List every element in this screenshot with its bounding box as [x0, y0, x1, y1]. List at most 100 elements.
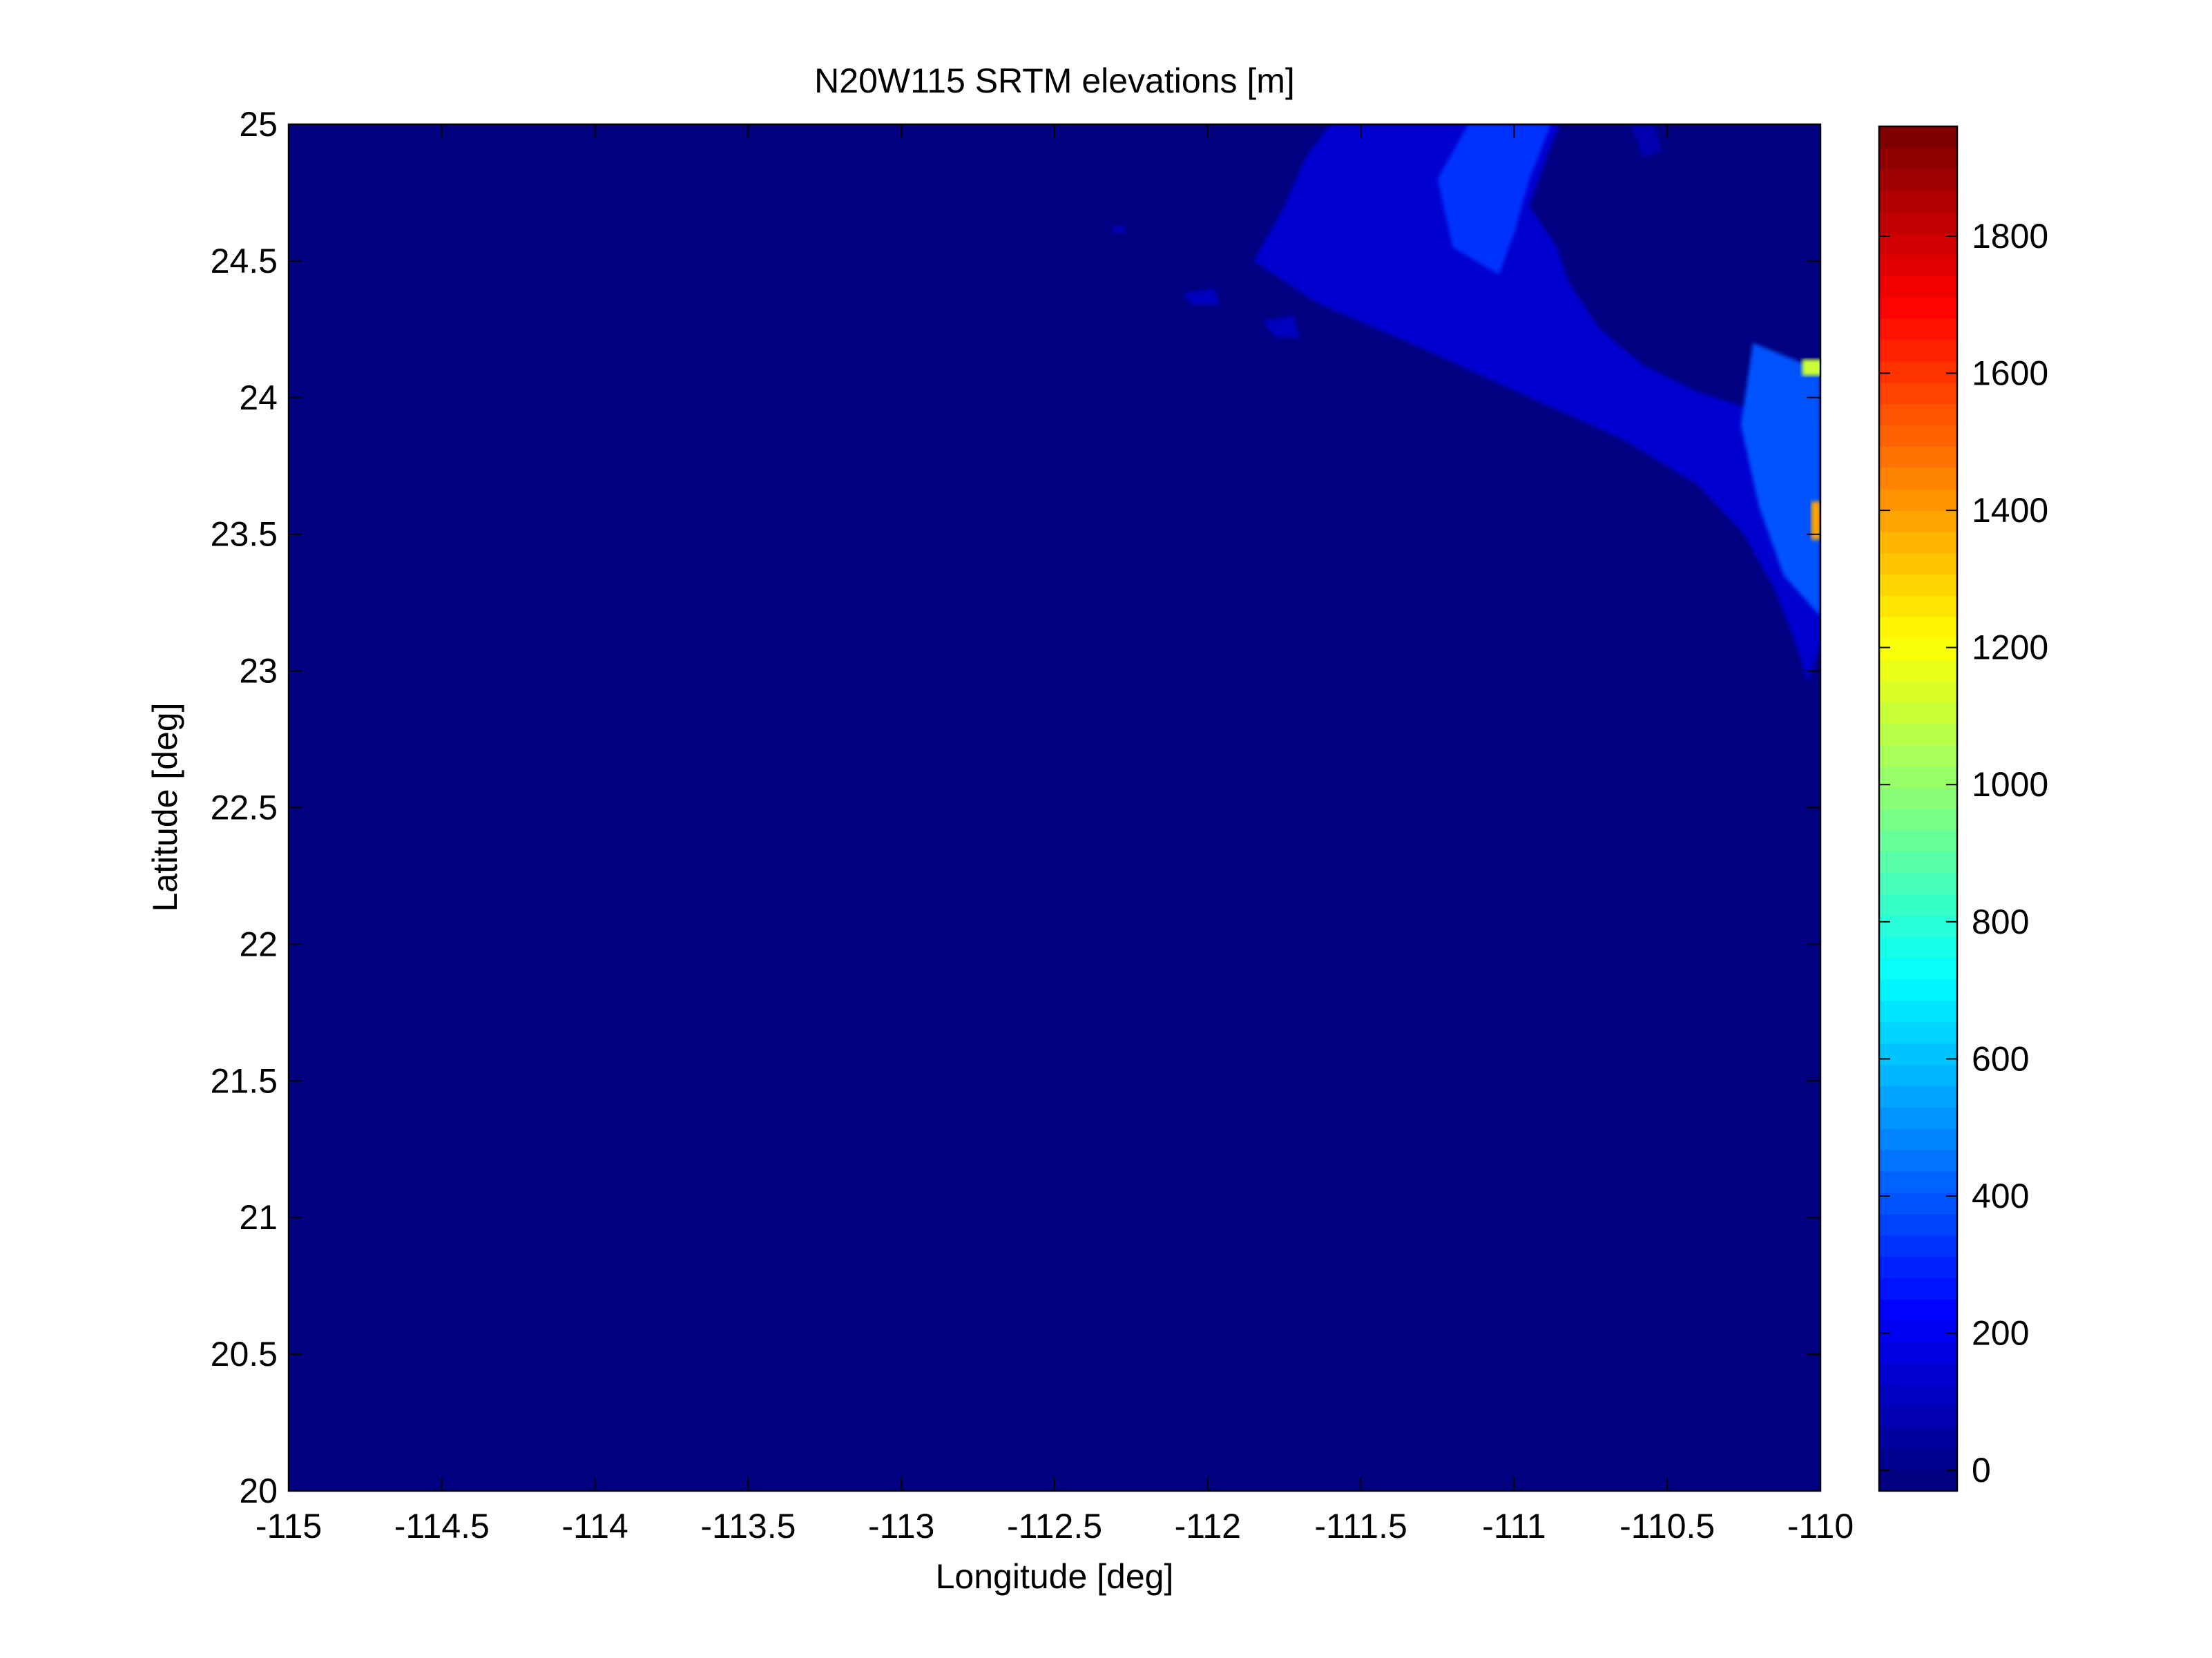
elevation-regions [1113, 124, 1820, 682]
x-axis-label: Longitude [deg] [936, 1557, 1174, 1596]
chart-title: N20W115 SRTM elevations [m] [814, 61, 1295, 100]
colorbar-segment [1879, 1362, 1957, 1385]
region-islet-3 [1113, 225, 1125, 234]
colorbar-segment [1879, 958, 1957, 980]
y-tick-label: 25 [239, 105, 278, 144]
colorbar-tick-label: 1000 [1972, 765, 2048, 804]
colorbar-segment [1879, 276, 1957, 298]
colorbar-tick-label: 1800 [1972, 217, 2048, 256]
colorbar-segment [1879, 1469, 1957, 1492]
x-tick-label: -111.5 [1314, 1507, 1407, 1545]
colorbar-segment [1879, 233, 1957, 256]
colorbar-segment [1879, 1299, 1957, 1321]
colorbar-segment [1879, 894, 1957, 916]
colorbar-segment [1879, 147, 1957, 170]
y-tick-label: 24 [239, 378, 278, 417]
x-tick-label: -114 [561, 1507, 628, 1545]
colorbar-segment [1879, 126, 1957, 148]
colorbar-segment [1879, 680, 1957, 703]
colorbar-segment [1879, 1384, 1957, 1407]
region-northern-high [1802, 359, 1820, 376]
y-axis-ticks: 20 20.5 21 21.5 22 22.5 23 23.5 24 24.5 25 [211, 105, 1820, 1510]
colorbar-segment [1879, 190, 1957, 213]
region-coast-highland [1437, 124, 1551, 275]
y-tick-label: 21.5 [211, 1061, 278, 1100]
y-axis-label: Latitude [deg] [146, 702, 184, 912]
y-tick-label: 21 [239, 1198, 278, 1237]
colorbar-segment [1879, 510, 1957, 532]
x-tick-label: -113.5 [700, 1507, 796, 1545]
colorbar-segment [1879, 382, 1957, 405]
y-tick-label: 22.5 [211, 789, 278, 827]
x-tick-label: -112 [1175, 1507, 1241, 1545]
colorbar-segment [1879, 979, 1957, 1001]
colorbar-segment [1879, 1021, 1957, 1044]
colorbar-segment [1879, 574, 1957, 597]
colorbar-segment [1879, 617, 1957, 639]
colorbar-segment [1879, 1043, 1957, 1066]
y-tick-label: 22 [239, 925, 278, 963]
colorbar-tick-label: 1400 [1972, 491, 2048, 530]
colorbar-segment [1879, 211, 1957, 234]
colorbar-segment [1879, 1192, 1957, 1215]
y-tick-label: 23.5 [211, 515, 278, 554]
x-tick-label: -112.5 [1007, 1507, 1102, 1545]
region-islet-1 [1183, 288, 1220, 305]
colorbar-segment [1879, 297, 1957, 319]
region-main-coast-land [1253, 124, 1820, 682]
colorbar-segment [1879, 254, 1957, 276]
colorbar-segment [1879, 936, 1957, 958]
colorbar-segment [1879, 723, 1957, 746]
y-tick-label: 24.5 [211, 242, 278, 280]
colorbar-segment [1879, 531, 1957, 554]
colorbar-segment [1879, 1235, 1957, 1257]
region-eastern-ridge [1740, 343, 1820, 617]
region-island-north [1631, 124, 1662, 157]
colorbar-tick-label: 800 [1972, 903, 2029, 941]
colorbar-segment [1879, 488, 1957, 511]
colorbar-segment [1879, 787, 1957, 809]
colorbar-segment [1879, 446, 1957, 468]
colorbar-tick-label: 1600 [1972, 354, 2048, 392]
colorbar [1879, 126, 1957, 1492]
colorbar-segment [1879, 659, 1957, 682]
colorbar-segment [1879, 1256, 1957, 1279]
colorbar-segment [1879, 1278, 1957, 1300]
colorbar-segment [1879, 1000, 1957, 1023]
colorbar-segment [1879, 809, 1957, 831]
colorbar-segment [1879, 1341, 1957, 1364]
colorbar-segment [1879, 1320, 1957, 1342]
colorbar-tick-label: 1200 [1972, 628, 2048, 667]
colorbar-tick-label: 0 [1972, 1451, 1991, 1490]
colorbar-segment [1879, 552, 1957, 575]
colorbar-segment [1879, 339, 1957, 362]
colorbar-segment [1879, 1448, 1957, 1470]
x-tick-label: -111 [1482, 1507, 1546, 1545]
colorbar-segment [1879, 1213, 1957, 1236]
colorbar-segment [1879, 425, 1957, 447]
y-tick-label: 20 [239, 1472, 278, 1510]
colorbar-segment [1879, 766, 1957, 788]
colorbar-segment [1879, 1086, 1957, 1108]
colorbar-segment [1879, 1128, 1957, 1150]
x-tick-label: -115 [256, 1507, 322, 1545]
y-tick-label: 23 [239, 652, 278, 691]
colorbar-tick-label: 600 [1972, 1039, 2029, 1078]
colorbar-tick-label: 200 [1972, 1314, 2029, 1353]
colorbar-segment [1879, 595, 1957, 617]
colorbar-segment [1879, 702, 1957, 724]
colorbar-segment [1879, 915, 1957, 938]
colorbar-segment [1879, 403, 1957, 426]
colorbar-segment [1879, 744, 1957, 767]
colorbar-segment [1879, 168, 1957, 191]
x-tick-label: -113 [868, 1507, 934, 1545]
colorbar-segment [1879, 872, 1957, 895]
region-islet-2 [1262, 316, 1300, 338]
y-tick-label: 20.5 [211, 1335, 278, 1373]
x-tick-label: -114.5 [394, 1507, 490, 1545]
colorbar-segment [1879, 360, 1957, 383]
x-axis-ticks: -115 -114.5 -114 -113.5 -113 -112.5 -112 -111.5… [256, 124, 1854, 1545]
x-tick-label: -110.5 [1619, 1507, 1715, 1545]
x-tick-label: -110 [1787, 1507, 1854, 1545]
